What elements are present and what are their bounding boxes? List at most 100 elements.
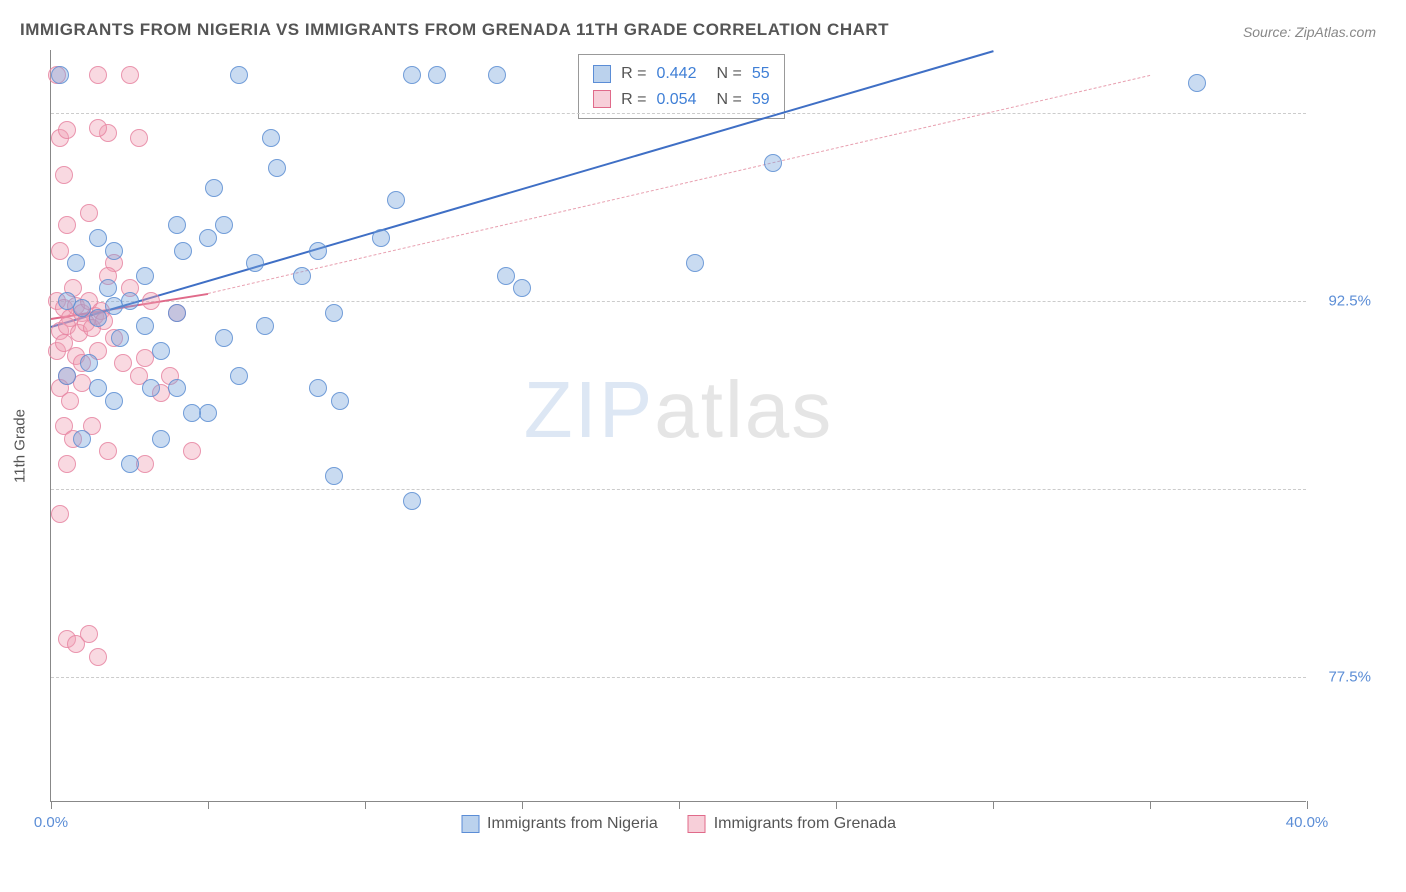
data-point: [136, 317, 154, 335]
data-point: [293, 267, 311, 285]
data-point: [58, 367, 76, 385]
n-label: N =: [716, 61, 741, 87]
data-point: [403, 492, 421, 510]
data-point: [58, 455, 76, 473]
gridline: [51, 301, 1306, 302]
gridline: [51, 489, 1306, 490]
legend-swatch: [461, 815, 479, 833]
watermark-thin: atlas: [654, 365, 833, 454]
data-point: [686, 254, 704, 272]
x-tick: [993, 801, 994, 809]
data-point: [121, 66, 139, 84]
data-point: [174, 242, 192, 260]
data-point: [513, 279, 531, 297]
data-point: [80, 204, 98, 222]
data-point: [497, 267, 515, 285]
data-point: [309, 379, 327, 397]
data-point: [168, 379, 186, 397]
n-value: 59: [752, 87, 770, 113]
data-point: [136, 267, 154, 285]
data-point: [215, 329, 233, 347]
data-point: [142, 379, 160, 397]
data-point: [309, 242, 327, 260]
legend-swatch: [688, 815, 706, 833]
data-point: [183, 442, 201, 460]
data-point: [58, 216, 76, 234]
legend-row: R = 0.442 N = 55: [593, 61, 770, 87]
data-point: [387, 191, 405, 209]
chart-container: 11th Grade ZIPatlas R =0.442N =55R =0.05…: [50, 50, 1376, 842]
legend-label: Immigrants from Nigeria: [487, 815, 658, 833]
data-point: [403, 66, 421, 84]
data-point: [168, 304, 186, 322]
plot-area: ZIPatlas R =0.442N =55R =0.054N =59 Immi…: [50, 50, 1306, 802]
watermark: ZIPatlas: [524, 364, 833, 456]
x-tick: [1150, 801, 1151, 809]
legend-swatch: [593, 90, 611, 108]
data-point: [764, 154, 782, 172]
x-tick: [208, 801, 209, 809]
data-point: [268, 159, 286, 177]
x-tick-label: 40.0%: [1286, 814, 1329, 831]
y-axis-label: 11th Grade: [12, 409, 29, 483]
correlation-legend: R =0.442N =55R =0.054N =59: [578, 54, 785, 119]
x-tick: [1307, 801, 1308, 809]
r-label: R =: [621, 87, 646, 113]
data-point: [105, 242, 123, 260]
r-label: R =: [621, 61, 646, 87]
n-value: 55: [752, 61, 770, 87]
data-point: [89, 66, 107, 84]
data-point: [168, 216, 186, 234]
data-point: [89, 119, 107, 137]
chart-title: IMMIGRANTS FROM NIGERIA VS IMMIGRANTS FR…: [20, 20, 889, 40]
data-point: [105, 392, 123, 410]
data-point: [89, 379, 107, 397]
data-point: [183, 404, 201, 422]
data-point: [51, 242, 69, 260]
x-tick-label: 0.0%: [34, 814, 68, 831]
legend-row: R =0.054N =59: [593, 87, 770, 113]
data-point: [114, 354, 132, 372]
data-point: [1188, 74, 1206, 92]
data-point: [199, 404, 217, 422]
data-point: [256, 317, 274, 335]
gridline: [51, 677, 1306, 678]
data-point: [89, 648, 107, 666]
data-point: [136, 455, 154, 473]
data-point: [230, 66, 248, 84]
data-point: [262, 129, 280, 147]
data-point: [61, 392, 79, 410]
x-tick: [365, 801, 366, 809]
data-point: [488, 66, 506, 84]
data-point: [215, 216, 233, 234]
y-tick-label: 92.5%: [1328, 292, 1371, 309]
data-point: [89, 309, 107, 327]
source-label: Source: ZipAtlas.com: [1243, 24, 1376, 40]
data-point: [80, 354, 98, 372]
data-point: [80, 625, 98, 643]
data-point: [205, 179, 223, 197]
legend-label: Immigrants from Grenada: [714, 815, 896, 833]
data-point: [325, 304, 343, 322]
data-point: [51, 66, 69, 84]
series-legend: Immigrants from Nigeria Immigrants from G…: [461, 815, 896, 833]
r-value: 0.442: [656, 61, 696, 87]
data-point: [55, 166, 73, 184]
legend-swatch: [593, 65, 611, 83]
data-point: [121, 292, 139, 310]
data-point: [199, 229, 217, 247]
n-label: N =: [716, 87, 741, 113]
y-tick-label: 77.5%: [1328, 668, 1371, 685]
data-point: [152, 430, 170, 448]
data-point: [331, 392, 349, 410]
x-tick: [679, 801, 680, 809]
data-point: [230, 367, 248, 385]
data-point: [89, 229, 107, 247]
data-point: [121, 455, 139, 473]
data-point: [372, 229, 390, 247]
gridline: [51, 113, 1306, 114]
data-point: [99, 279, 117, 297]
data-point: [246, 254, 264, 272]
data-point: [58, 121, 76, 139]
x-tick: [522, 801, 523, 809]
